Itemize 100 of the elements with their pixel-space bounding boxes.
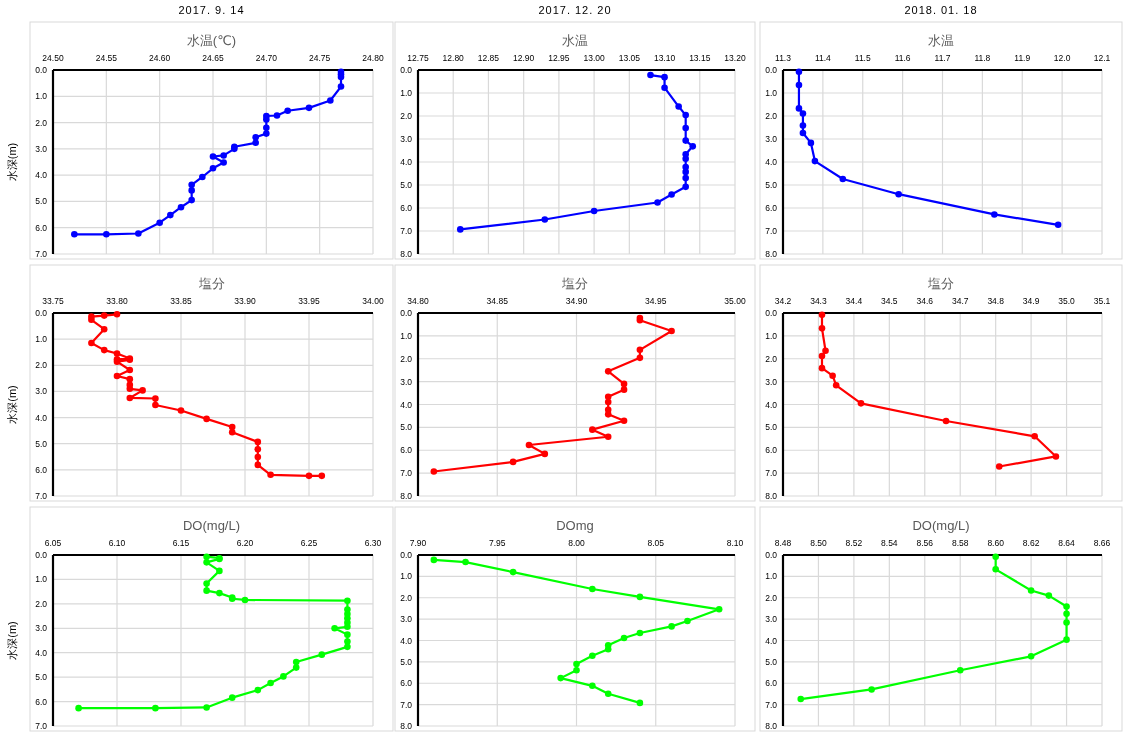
x-tick-label: 35.1 xyxy=(1093,296,1111,306)
y-tick-label: 2.0 xyxy=(765,353,778,364)
x-tick-label: 34.8 xyxy=(987,296,1005,306)
y-tick-label: 6.0 xyxy=(35,222,48,233)
y-tick-label: 6.0 xyxy=(400,203,413,213)
y-tick-label: 7.0 xyxy=(765,468,778,479)
y-tick-label: 1.0 xyxy=(35,334,48,345)
y-tick-label: 2.0 xyxy=(400,592,413,603)
x-tick-label: 33.95 xyxy=(298,296,320,306)
y-tick-label: 8.0 xyxy=(400,491,413,501)
y-tick-label: 7.0 xyxy=(400,699,413,710)
x-tick-label: 33.85 xyxy=(170,296,192,306)
x-tick-label: 8.62 xyxy=(1022,538,1040,548)
x-tick-label: 6.25 xyxy=(300,538,318,548)
x-tick-label: 11.3 xyxy=(775,53,792,63)
x-tick-label: 8.54 xyxy=(881,538,898,548)
x-tick-label: 34.00 xyxy=(362,296,384,306)
y-tick-label: 5.0 xyxy=(35,438,48,449)
y-tick-label: 4.0 xyxy=(35,647,48,658)
y-tick-label: 8.0 xyxy=(400,249,413,259)
y-tick-label: 3.0 xyxy=(400,614,413,625)
chart-title: 塩分 xyxy=(927,276,954,291)
x-tick-label: 34.95 xyxy=(645,296,667,306)
x-tick-label: 33.80 xyxy=(106,296,128,306)
y-tick-label: 0.0 xyxy=(35,65,48,75)
y-tick-label: 3.0 xyxy=(765,376,778,387)
x-tick-label: 8.60 xyxy=(987,538,1005,548)
y-tick-label: 8.0 xyxy=(765,249,778,259)
x-tick-label: 34.7 xyxy=(951,296,969,306)
y-tick-label: 5.0 xyxy=(765,422,778,433)
y-tick-label: 1.0 xyxy=(400,571,413,582)
y-tick-label: 0.0 xyxy=(765,550,778,560)
x-tick-label: 34.80 xyxy=(407,296,429,306)
x-tick-label: 8.64 xyxy=(1058,538,1076,548)
y-tick-label: 4.0 xyxy=(35,412,48,423)
x-tick-label: 6.10 xyxy=(108,538,126,548)
y-tick-label: 2.0 xyxy=(400,111,413,121)
y-tick-label: 7.0 xyxy=(400,468,413,479)
y-tick-label: 0.0 xyxy=(35,308,48,318)
chart-subtitle: 2018. 01. 18 xyxy=(904,4,978,16)
chart-title: DO(mg/L) xyxy=(182,518,241,533)
x-tick-label: 35.0 xyxy=(1058,296,1076,306)
y-tick-label: 2.0 xyxy=(35,598,48,609)
x-tick-label: 34.5 xyxy=(881,296,898,306)
x-tick-label: 24.55 xyxy=(95,53,118,63)
y-tick-label: 7.0 xyxy=(35,721,48,731)
x-tick-label: 34.3 xyxy=(810,296,827,306)
y-tick-label: 1.0 xyxy=(35,574,48,585)
x-tick-label: 24.65 xyxy=(202,53,224,63)
x-tick-label: 24.80 xyxy=(362,53,384,63)
x-tick-label: 8.48 xyxy=(774,538,792,548)
x-tick-label: 12.75 xyxy=(407,53,429,63)
x-tick-label: 7.95 xyxy=(488,538,506,548)
chart-subtitle: 2017. 9. 14 xyxy=(178,4,245,16)
y-tick-label: 4.0 xyxy=(400,399,413,410)
x-tick-label: 24.70 xyxy=(255,53,278,63)
y-tick-label: 3.0 xyxy=(35,623,48,634)
y-tick-label: 5.0 xyxy=(400,180,413,190)
y-tick-label: 3.0 xyxy=(35,143,48,154)
x-tick-label: 12.1 xyxy=(1093,53,1111,63)
x-tick-label: 13.20 xyxy=(724,53,746,63)
x-tick-label: 12.0 xyxy=(1053,53,1071,63)
y-tick-label: 4.0 xyxy=(400,157,413,167)
x-tick-label: 8.56 xyxy=(916,538,934,548)
y-tick-label: 4.0 xyxy=(35,170,48,181)
y-tick-label: 1.0 xyxy=(400,330,413,341)
x-tick-label: 13.00 xyxy=(583,53,606,63)
y-axis-title: 水深(m) xyxy=(6,621,18,660)
x-tick-label: 11.6 xyxy=(894,53,911,63)
x-tick-label: 8.05 xyxy=(647,538,665,548)
y-tick-label: 6.0 xyxy=(765,203,778,213)
y-tick-label: 8.0 xyxy=(400,721,413,731)
x-tick-label: 12.95 xyxy=(548,53,570,63)
x-tick-label: 8.58 xyxy=(951,538,969,548)
y-tick-label: 6.0 xyxy=(400,445,413,456)
y-tick-label: 6.0 xyxy=(765,445,778,456)
y-tick-label: 1.0 xyxy=(765,330,778,341)
y-tick-label: 3.0 xyxy=(400,134,413,144)
x-tick-label: 8.66 xyxy=(1093,538,1111,548)
y-tick-label: 3.0 xyxy=(765,614,778,625)
x-tick-label: 34.6 xyxy=(916,296,934,306)
y-tick-label: 5.0 xyxy=(765,180,778,190)
y-tick-label: 1.0 xyxy=(400,88,413,98)
x-tick-label: 13.15 xyxy=(689,53,711,63)
y-tick-label: 2.0 xyxy=(400,353,413,364)
x-tick-label: 11.4 xyxy=(814,53,832,63)
x-tick-label: 8.52 xyxy=(845,538,863,548)
y-tick-label: 2.0 xyxy=(765,592,778,603)
x-tick-label: 12.80 xyxy=(442,53,465,63)
y-tick-label: 0.0 xyxy=(35,550,48,560)
x-tick-label: 33.75 xyxy=(42,296,64,306)
y-tick-label: 7.0 xyxy=(765,226,778,236)
y-tick-label: 5.0 xyxy=(35,196,48,207)
y-tick-label: 4.0 xyxy=(765,399,778,410)
x-tick-label: 6.20 xyxy=(236,538,254,548)
x-tick-label: 12.85 xyxy=(477,53,500,63)
y-tick-label: 0.0 xyxy=(765,308,778,318)
x-tick-label: 11.5 xyxy=(854,53,871,63)
y-axis-title: 水深(m) xyxy=(6,142,18,182)
y-tick-label: 0.0 xyxy=(400,308,413,318)
